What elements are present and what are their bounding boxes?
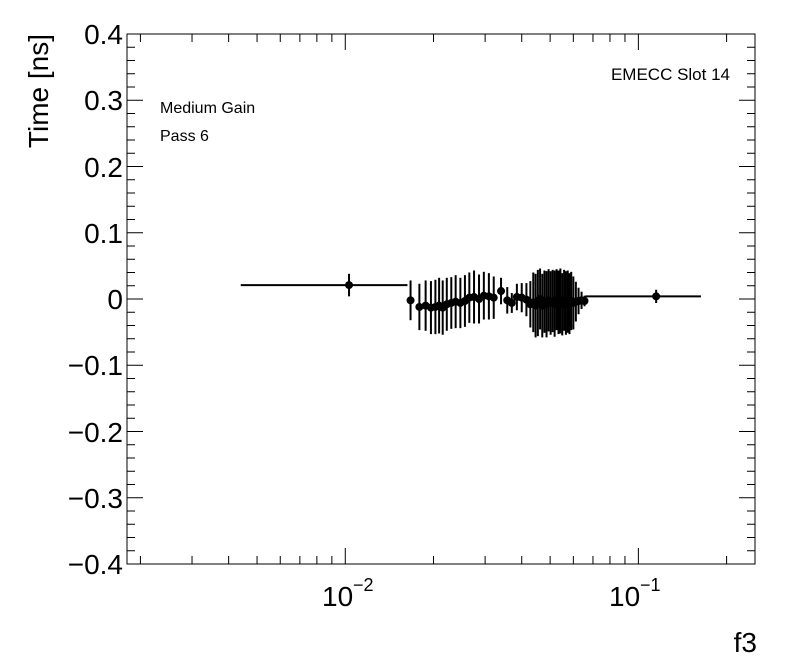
y-tick-label: 0.3 [84,85,123,116]
data-point [580,295,589,307]
data-point [585,289,701,303]
y-tick-label: 0.2 [84,152,123,183]
gain-label: Medium Gain [160,100,255,117]
x-tick-label-exponent: −1 [640,575,661,595]
data-point [507,293,516,313]
point-marker [580,296,589,305]
point-marker [507,298,516,307]
x-axis-title: f3 [734,627,757,658]
y-axis-title: Time [ns] [23,34,54,148]
pass-label: Pass 6 [160,128,209,145]
x-tick-labels: 10 −2 10 −1 [322,575,661,612]
data-point [489,276,498,319]
point-marker [406,296,415,305]
data-point [406,280,415,321]
point-marker [415,302,424,311]
axis-ticks [127,33,755,565]
y-tick-label: 0.4 [84,19,123,50]
y-tick-label: −0.3 [68,483,123,514]
data-point [522,283,531,317]
y-tick-labels: 0.4 0.3 0.2 0.1 0 −0.1 −0.2 −0.3 −0.4 [68,19,123,580]
slot-label: EMECC Slot 14 [611,65,730,84]
y-tick-label: −0.2 [68,417,123,448]
y-tick-label: 0.1 [84,218,123,249]
data-point [415,283,424,331]
y-tick-label: 0 [107,284,123,315]
data-point [240,273,408,297]
data-series [240,268,701,338]
point-marker [652,292,661,301]
data-point [497,277,506,305]
x-tick-label-base: 10 [322,581,353,612]
x-tick-label-exponent: −2 [353,575,374,595]
point-marker [489,293,498,302]
point-marker [345,281,354,290]
y-tick-label: −0.4 [68,549,123,580]
point-marker [497,287,506,296]
y-tick-label: −0.1 [68,350,123,381]
x-tick-label-base: 10 [609,581,640,612]
